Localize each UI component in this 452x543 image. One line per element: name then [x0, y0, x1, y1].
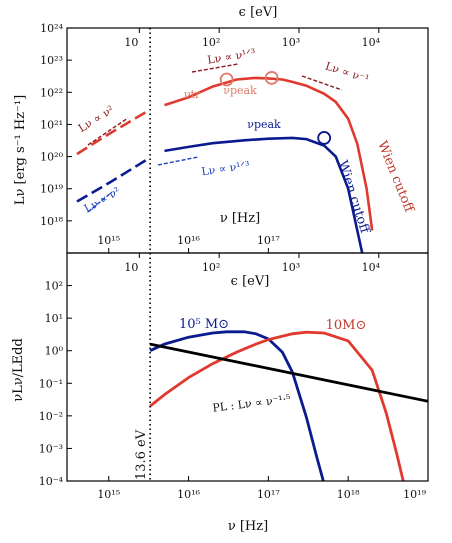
slope-guide-red-nu13 — [191, 63, 239, 73]
bottom-x-axis-label: ν [Hz] — [228, 519, 268, 534]
marker-circle-1 — [264, 71, 279, 85]
bottom-y-tick-label: 10⁻⁴ — [39, 475, 64, 488]
top-inner-x-tick-label: 10¹⁷ — [257, 234, 280, 247]
bottom-y-ticks: 10⁻⁴ 10⁻³ 10⁻² 10⁻¹ 10⁰ 10¹ 10² — [39, 280, 72, 488]
top-inner-x-tick-label: 10¹⁵ — [97, 234, 120, 247]
bottom-x-tick-label: 10¹⁸ — [337, 488, 360, 501]
marker-label-nu-tr: νtr — [184, 88, 201, 101]
top-y-tick-label: 10¹⁸ — [40, 215, 63, 228]
bottom-series-0-line — [149, 330, 325, 481]
bottom-y-tick-label: 10¹ — [45, 312, 63, 325]
bottom-series-1-line — [149, 330, 405, 481]
bottom-x-ticks: 10¹⁵ 10¹⁶ 10¹⁷ 10¹⁸ 10¹⁹ — [97, 476, 429, 501]
bottom-x-tick-label: 10¹⁹ — [403, 488, 426, 501]
bottom-y-tick-label: 10⁻¹ — [39, 377, 63, 390]
top-y-axis-label: Lν [erg s⁻¹ Hz⁻¹] — [13, 95, 28, 205]
bottom-x-tick-label: 10¹⁷ — [257, 488, 280, 501]
bottom-y-tick-label: 10⁰ — [45, 345, 64, 358]
marker-circle-0 — [219, 72, 234, 87]
top-series — [76, 76, 374, 253]
top-y-tick-label: 10²³ — [40, 54, 63, 67]
ionization-edge-label: 13.6 eV — [134, 429, 149, 480]
top-y-tick-label: 10²² — [40, 86, 63, 99]
top-series-1-dashed-segment — [76, 158, 148, 203]
top-y-tick-label: 10²⁴ — [40, 22, 63, 35]
top-series-0-solid-segment — [164, 76, 374, 231]
top-y-tick-label: 10²⁰ — [40, 151, 63, 164]
top-y-tick-label: 10¹⁹ — [40, 183, 63, 196]
bottom-series-2-line — [149, 342, 428, 403]
top-eps-ticks: 10 10² 10³ 10⁴ — [124, 28, 381, 49]
marker-label-nu-peak-blue: νpeak — [247, 118, 281, 131]
top-eps-tick-label: 10³ — [282, 36, 300, 49]
top-eps-axis-label: ϵ [eV] — [239, 5, 278, 20]
bottom-eps-tick-label: 10³ — [282, 261, 300, 274]
bottom-y-tick-label: 10² — [45, 280, 63, 293]
marker-circle-2 — [317, 131, 332, 145]
bottom-y-tick-label: 10⁻³ — [39, 442, 63, 455]
bottom-eps-ticks: 10 10² 10³ 10⁴ — [124, 253, 381, 274]
top-series-0-dashed-segment — [76, 110, 148, 156]
bottom-eps-tick-label: 10 — [124, 261, 138, 274]
slope-guide-blue-nu13 — [157, 156, 199, 166]
series-label-1e5-msun: 10⁵ M⊙ — [179, 317, 229, 332]
top-eps-tick-label: 10² — [202, 36, 220, 49]
top-markers — [219, 71, 332, 145]
annotation-wien-red: Wien cutoff — [374, 139, 417, 216]
bottom-x-tick-label: 10¹⁶ — [177, 488, 200, 501]
top-y-ticks: 10¹⁸ 10¹⁹ 10²⁰ 10²¹ 10²² 10²³ 10²⁴ — [40, 22, 72, 228]
series-label-pl: PL : Lν ∝ ν⁻¹·⁵ — [212, 392, 292, 414]
bottom-eps-tick-label: 10² — [202, 261, 220, 274]
bottom-eps-axis-label: ϵ [eV] — [231, 274, 270, 289]
top-panel: ϵ [eV] 10 10² 10³ 10⁴ 10¹⁸10¹⁹10²⁰10²¹10²²1… — [13, 5, 429, 254]
bottom-plot-frame — [66, 252, 429, 482]
bottom-eps-tick-label: 10⁴ — [362, 261, 381, 274]
top-inner-x-tick-label: 10¹⁶ — [177, 234, 200, 247]
annotation-slope13-blue: Lν ∝ ν¹ᐟ³ — [201, 159, 251, 179]
top-series-1-solid-segment — [164, 136, 364, 253]
slope-guide-blue-nu2 — [87, 191, 113, 213]
top-y-tick-label: 10²¹ — [40, 118, 63, 131]
bottom-series — [149, 330, 428, 481]
bottom-y-tick-label: 10⁻² — [39, 410, 63, 423]
series-label-10-msun: 10M⊙ — [326, 318, 367, 333]
top-eps-tick-label: 10⁴ — [362, 36, 381, 49]
top-inner-x-axis-label: ν [Hz] — [220, 211, 260, 226]
top-eps-tick-label: 10 — [124, 36, 138, 49]
bottom-x-tick-label: 10¹⁵ — [97, 488, 120, 501]
annotation-slopem1-red: Lν ∝ ν⁻¹ — [324, 59, 371, 85]
marker-label-nu-peak-red: νpeak — [223, 84, 257, 97]
slope-guide-red-num1 — [301, 75, 343, 91]
slope-guide-red-nu2 — [87, 117, 129, 146]
top-inner-x-ticks: 10¹⁵ 10¹⁶ 10¹⁷ — [97, 234, 280, 253]
annotation-slope13-red: Lν ∝ ν¹ᐟ³ — [206, 46, 256, 66]
bottom-panel: ϵ [eV] 10 10² 10³ 10⁴ 10⁻⁴10⁻³10⁻²10⁻¹10⁰10… — [11, 252, 429, 534]
bottom-y-axis-label: νLν/LEdd — [11, 338, 26, 402]
annotation-slope2-blue: Lν ∝ ν² — [82, 184, 123, 215]
